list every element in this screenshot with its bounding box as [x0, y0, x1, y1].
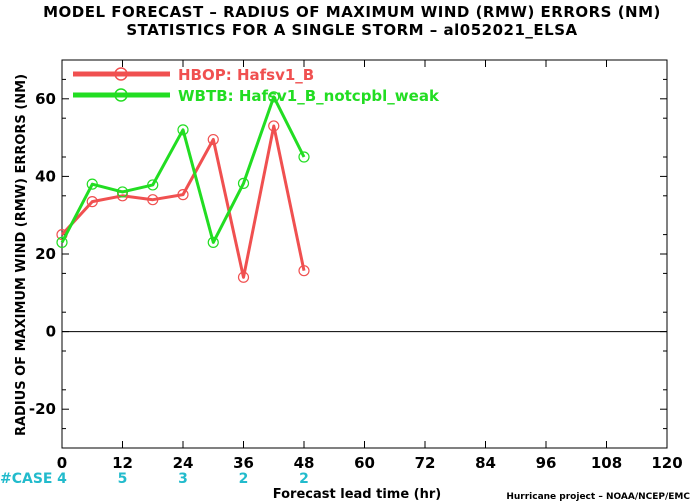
case-count: 4	[57, 471, 67, 487]
x-tick-label-36: 36	[233, 454, 254, 472]
x-tick-label-0: 0	[57, 454, 67, 472]
data-point	[237, 271, 250, 283]
plot-frame	[61, 59, 668, 449]
x-tick-label-120: 120	[651, 454, 682, 472]
y-tick-label-0: 0	[46, 323, 56, 341]
footer-credit: Hurricane project – NOAA/NCEP/EMC	[506, 492, 690, 502]
x-tick-label-108: 108	[591, 454, 622, 472]
x-tick-label-12: 12	[112, 454, 133, 472]
x-axis-label: Forecast lead time (hr)	[273, 487, 441, 502]
x-tick-label-60: 60	[354, 454, 375, 472]
x-tick-label-72: 72	[415, 454, 436, 472]
series-marks	[56, 91, 310, 283]
data-point	[86, 196, 98, 208]
y-tick-label-40: 40	[35, 167, 56, 185]
case-count: 3	[178, 471, 188, 487]
x-tick-label-24: 24	[173, 454, 194, 472]
data-point	[268, 120, 280, 132]
plot-area: 0 12 24 36 48 60 72 84 96 108 120 -20 0 20 40 60	[29, 59, 683, 472]
data-point	[147, 179, 159, 191]
series-line-1	[60, 95, 306, 244]
legend-label-1: WBTB: Hafsv1_B_notcpbl_weak	[178, 87, 440, 105]
legend: HBOP: Hafsv1_B WBTB: Hafsv1_B_notcpbl_wea…	[73, 66, 440, 105]
y-tick-label-60: 60	[35, 90, 56, 108]
legend-label-0: HBOP: Hafsv1_B	[178, 66, 314, 84]
y-tick-label--20: -20	[29, 400, 56, 418]
case-count: 2	[299, 471, 309, 487]
case-row-label: #CASE	[0, 471, 53, 487]
data-point	[116, 186, 129, 198]
legend-marker-0	[114, 67, 128, 81]
data-point	[86, 178, 98, 190]
x-tick-label-48: 48	[294, 454, 315, 472]
data-point	[147, 194, 159, 206]
legend-marker-1	[114, 88, 128, 102]
data-point	[268, 91, 280, 103]
case-count: 5	[118, 471, 128, 487]
data-point	[207, 133, 219, 146]
data-point	[237, 177, 250, 189]
chart-title: MODEL FORECAST – RADIUS OF MAXIMUM WIND …	[43, 3, 661, 21]
data-point	[177, 124, 189, 136]
data-point	[177, 189, 189, 201]
x-tick-label-84: 84	[475, 454, 496, 472]
data-point	[207, 236, 219, 248]
data-point	[298, 265, 310, 277]
y-axis-label: RADIUS OF MAXIMUM WIND (RMW) ERRORS (NM)	[14, 74, 29, 436]
data-point	[56, 236, 68, 248]
case-counts: #CASE 4 5 3 2 2	[0, 471, 309, 487]
data-point	[298, 151, 310, 163]
case-count: 2	[239, 471, 249, 487]
y-tick-label-20: 20	[35, 245, 56, 263]
series-line-0	[60, 124, 306, 279]
chart-subtitle: STATISTICS FOR A SINGLE STORM – al052021…	[126, 21, 577, 39]
x-tick-label-96: 96	[536, 454, 557, 472]
